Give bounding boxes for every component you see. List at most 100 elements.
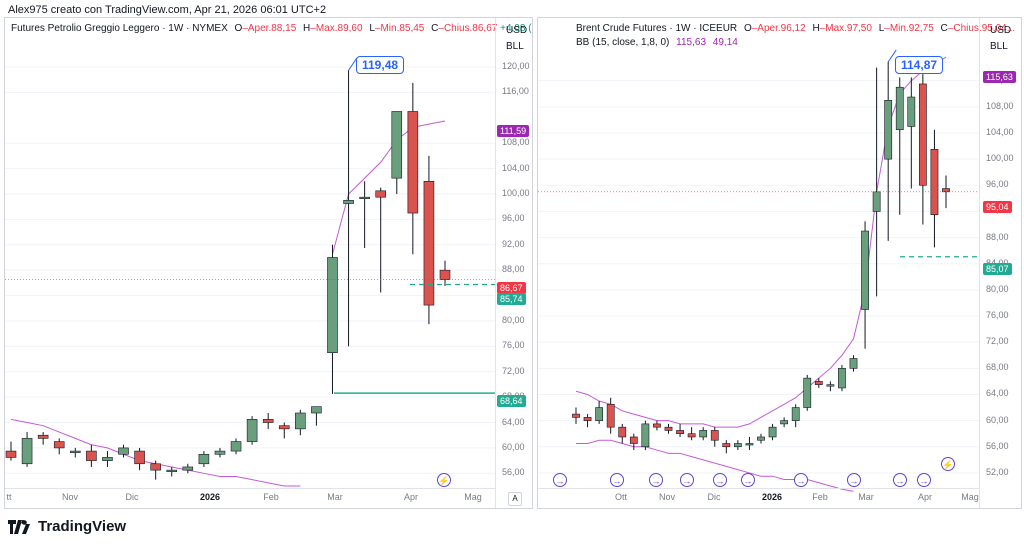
y-tick-label: 116,00	[502, 86, 529, 97]
x-tick-label: Apr	[403, 492, 418, 502]
y-tick-label: 92,00	[502, 238, 525, 249]
candle-body	[391, 111, 403, 179]
y-tick-label: 104,00	[502, 162, 530, 173]
candle-body	[134, 450, 145, 465]
left-dividend-icon[interactable]: ⚡	[437, 473, 451, 487]
candle-body	[198, 453, 210, 465]
candle-body	[5, 450, 17, 458]
right-close: –Chius.95,04...	[947, 23, 1016, 34]
y-tick-label: 84,00	[986, 258, 1021, 268]
y-tick-label: 80,00	[502, 314, 525, 325]
left-open-label: O	[234, 23, 243, 34]
event-marker-icon[interactable]: →	[794, 473, 808, 487]
candle-body	[182, 466, 194, 471]
left-dash-tag: 85,74	[497, 293, 526, 305]
candle-body	[699, 430, 708, 438]
x-tick-label: 2026	[761, 492, 783, 502]
candle-body	[21, 438, 33, 465]
candle-body	[295, 412, 306, 430]
candle-body	[930, 149, 939, 216]
right-unit-usd: USD	[990, 25, 1012, 36]
right-open: –Aper.96,12	[751, 23, 806, 34]
candle-body	[278, 425, 290, 430]
y-tick-label: 104,00	[986, 126, 1014, 137]
candle-body	[838, 368, 846, 389]
candle-body	[884, 99, 893, 160]
candle-body	[618, 426, 627, 438]
x-tick-label: Nov	[61, 492, 78, 502]
candle-body	[653, 423, 661, 428]
candle-body	[814, 381, 823, 385]
left-low-label: L	[369, 23, 375, 34]
event-marker-icon[interactable]: →	[680, 473, 694, 487]
candle-body	[53, 441, 65, 449]
right-time-axis[interactable]: Ott Nov Dic 2026 Feb Mar Apr Mag	[538, 488, 979, 508]
left-bb-tag: 111,59	[497, 125, 530, 137]
left-price-axis[interactable]: 120,00 116,00 108,00 104,00 100,00 96,00 92,00…	[495, 18, 532, 508]
right-dividend-icon[interactable]: ⚡	[941, 457, 955, 471]
y-tick-label: 72,00	[502, 365, 525, 376]
left-symbol: Futures Petrolio Greggio Leggero · 1W · …	[11, 23, 228, 34]
left-candlestick-chart[interactable]	[5, 18, 495, 508]
right-candlestick-chart[interactable]	[538, 18, 979, 508]
right-dash-tag: 85,07	[983, 263, 1012, 275]
chart-header: Alex975 creato con TradingView.com, Apr …	[8, 4, 327, 16]
right-chart-pane[interactable]: Brent Crude Futures · 1W · ICEEUR O–Aper…	[537, 17, 1022, 509]
candle-body	[439, 269, 451, 280]
left-high-label: H	[303, 23, 311, 34]
event-marker-icon[interactable]: →	[741, 473, 755, 487]
candle-body	[118, 447, 129, 455]
candle-body	[826, 384, 835, 387]
y-tick-label: 120,00	[502, 61, 530, 72]
right-high: –Max.97,50	[819, 23, 872, 34]
y-tick-label: 80,00	[986, 283, 1009, 294]
candle-body	[572, 413, 580, 418]
event-marker-icon[interactable]: →	[713, 473, 727, 487]
x-tick-label: tt	[6, 492, 12, 502]
left-close-label: C	[431, 23, 439, 34]
x-tick-label: Feb	[263, 492, 279, 502]
candle-body	[745, 443, 754, 446]
right-bb-v1: 115,63	[676, 37, 707, 48]
left-unit-bll: BLL	[506, 41, 524, 52]
event-marker-icon[interactable]: →	[917, 473, 931, 487]
candle-body	[687, 433, 696, 438]
y-tick-label: 60,00	[502, 441, 525, 452]
right-low: –Min.92,75	[884, 23, 934, 34]
x-tick-label: Nov	[658, 492, 675, 502]
right-low-label: L	[878, 23, 885, 34]
x-tick-label: Dic	[707, 492, 721, 502]
candle-body	[664, 426, 673, 431]
left-time-axis[interactable]: tt Nov Dic 2026 Feb Mar Apr Mag	[5, 488, 495, 508]
x-tick-label: 2026	[199, 492, 221, 502]
candle-body	[70, 450, 81, 453]
candle-body	[214, 450, 226, 455]
event-marker-icon[interactable]: →	[847, 473, 861, 487]
candle-body	[262, 419, 274, 423]
x-tick-label: Ott	[614, 492, 627, 502]
left-change: +4,08 (+4,94%)	[500, 23, 532, 34]
y-tick-label: 64,00	[502, 416, 525, 427]
right-unit-bll: BLL	[990, 41, 1008, 52]
right-bb-legend: BB (15, close, 1,8, 0) 115,63 49,14	[576, 37, 738, 48]
candle-body	[583, 417, 592, 421]
y-tick-label: 108,00	[502, 137, 530, 148]
candle-body	[230, 441, 242, 452]
left-auto-scale-button[interactable]: A	[508, 492, 522, 506]
event-marker-icon[interactable]: →	[893, 473, 907, 487]
left-open: –Aper.88,15	[242, 23, 297, 34]
right-callout-pointer	[887, 49, 897, 63]
event-marker-icon[interactable]: →	[610, 473, 624, 487]
candle-body	[86, 450, 97, 461]
left-chart-pane[interactable]: Futures Petrolio Greggio Leggero · 1W · …	[4, 17, 533, 509]
event-marker-icon[interactable]: →	[553, 473, 567, 487]
y-tick-label: 100,00	[986, 153, 1014, 164]
candle-body	[343, 200, 354, 204]
event-marker-icon[interactable]: →	[649, 473, 663, 487]
candle-body	[710, 430, 719, 441]
y-tick-label: 100,00	[502, 188, 530, 198]
left-legend: Futures Petrolio Greggio Leggero · 1W · …	[11, 23, 532, 34]
right-symbol: Brent Crude Futures · 1W · ICEEUR	[576, 23, 738, 34]
right-bb-v2: 49,14	[712, 37, 738, 48]
y-tick-label: 76,00	[502, 340, 525, 351]
